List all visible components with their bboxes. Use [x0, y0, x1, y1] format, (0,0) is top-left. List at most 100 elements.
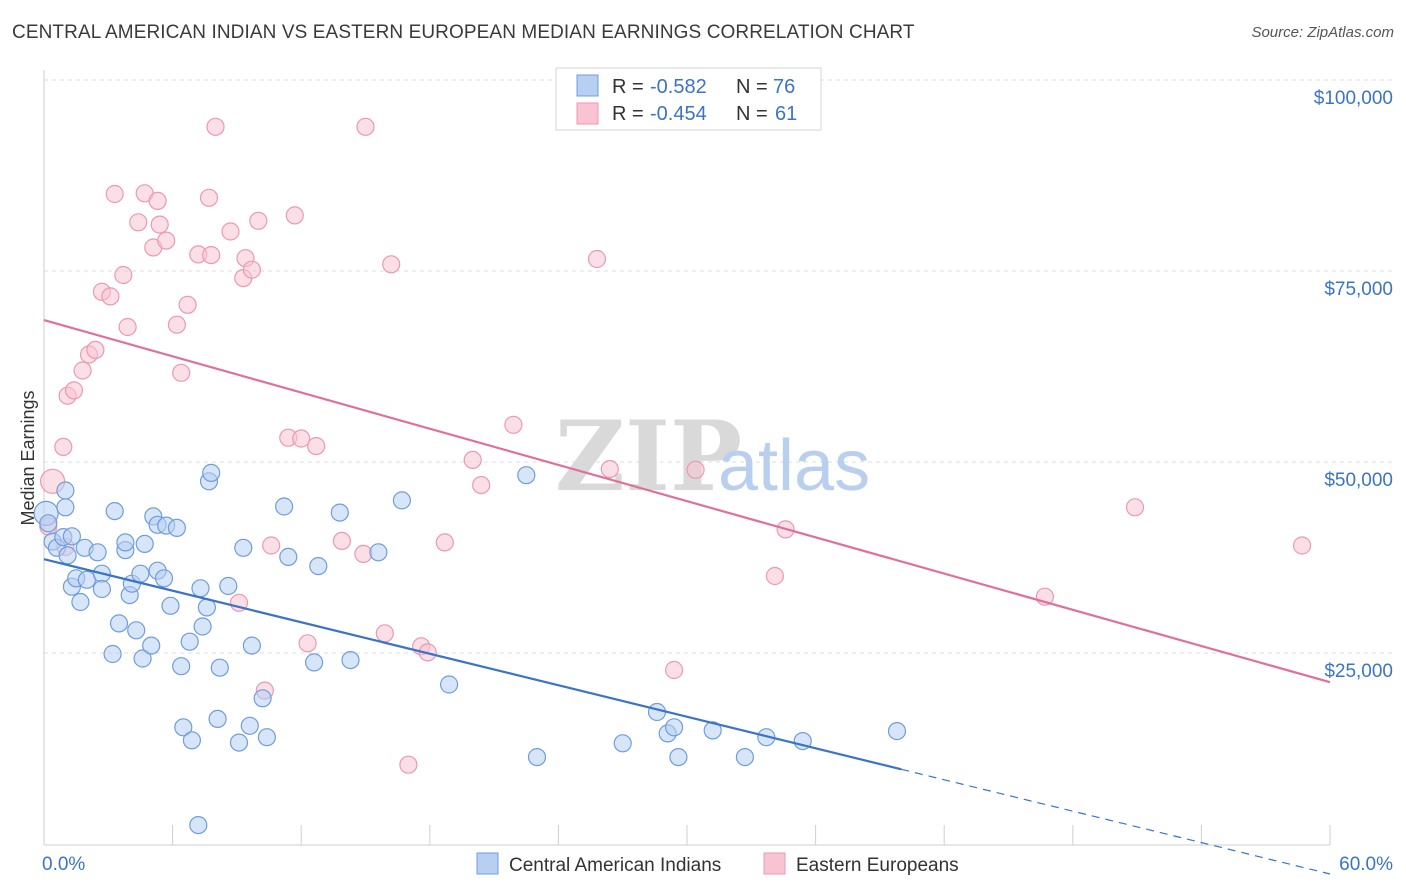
- pink-point-10: [114, 265, 133, 285]
- legend-r-label-1: R =: [612, 76, 644, 98]
- pink-point-41: [375, 624, 394, 643]
- blue-point-1: [39, 514, 58, 533]
- correlation-legend: R = -0.582 N = 76 R = -0.454 N = 61: [555, 67, 822, 131]
- legend-swatch-pink: [576, 102, 599, 125]
- pink-point-29: [242, 260, 261, 279]
- pink-point-30: [249, 211, 268, 230]
- blue-point-14: [88, 543, 107, 562]
- pink-point-49: [504, 415, 523, 434]
- pink-point-4: [73, 361, 92, 380]
- legend-n-value-1: 76: [773, 76, 795, 98]
- pink-point-58: [1292, 536, 1312, 555]
- blue-point-73: [131, 564, 150, 583]
- y-axis-label: Median Earnings: [18, 390, 38, 525]
- blue-point-60: [517, 466, 536, 485]
- blue-point-35: [172, 657, 191, 676]
- pink-point-38: [332, 531, 351, 551]
- blue-point-62: [613, 734, 632, 753]
- series-legend: Central American Indians Eastern Europea…: [476, 852, 959, 876]
- blue-point-68: [735, 747, 755, 767]
- pink-point-39: [354, 544, 373, 564]
- pink-point-24: [206, 117, 225, 136]
- legend-swatch-blue: [576, 74, 599, 97]
- chart-title: CENTRAL AMERICAN INDIAN VS EASTERN EUROP…: [12, 22, 915, 43]
- pink-point-35: [292, 429, 311, 448]
- blue-point-55: [330, 503, 349, 522]
- blue-point-37: [180, 632, 199, 651]
- blue-point-54: [309, 556, 328, 576]
- legend-r-value-1: -0.582: [650, 76, 707, 98]
- pink-point-23: [202, 246, 221, 265]
- pink-point-52: [664, 660, 684, 680]
- blue-point-72: [189, 815, 208, 835]
- series-central-american-indians-points: [33, 463, 907, 835]
- blue-point-8: [62, 527, 82, 546]
- legend-box: [555, 67, 822, 131]
- blue-point-27: [142, 636, 161, 655]
- pink-point-36: [298, 634, 317, 653]
- blue-point-50: [257, 728, 276, 747]
- blue-point-65: [664, 718, 684, 737]
- blue-point-6: [56, 498, 75, 517]
- pink-point-11: [118, 317, 137, 337]
- pink-point-16: [150, 215, 169, 234]
- legend-n-label-1: N =: [736, 76, 768, 98]
- pink-point-43: [399, 755, 418, 774]
- blue-point-31: [154, 569, 174, 588]
- pink-point-34: [285, 206, 304, 225]
- blue-point-75: [229, 733, 249, 752]
- legend-label-central-american-indians: Central American Indians: [509, 855, 721, 876]
- blue-point-21: [116, 533, 135, 552]
- y-tick-labels: $25,000 $50,000 $75,000 $100,000: [1314, 88, 1393, 682]
- blue-point-16: [92, 579, 112, 599]
- pink-point-3: [64, 381, 84, 400]
- blue-point-17: [105, 502, 124, 521]
- pink-point-46: [435, 533, 454, 552]
- trend-line-central-american-indians-extension: [901, 768, 1331, 875]
- pink-point-53: [686, 460, 705, 479]
- y-tick-label-2: $75,000: [1324, 279, 1393, 300]
- chart-source: Source: ZipAtlas.com: [1251, 24, 1394, 41]
- watermark-atlas: atlas: [718, 426, 870, 506]
- blue-point-67: [703, 721, 722, 740]
- blue-point-33: [161, 596, 180, 615]
- x-tick-label-max: 60.0%: [1339, 854, 1393, 875]
- blue-point-51: [275, 497, 294, 516]
- blue-point-49: [253, 689, 272, 708]
- pink-point-8: [101, 287, 120, 306]
- pink-point-40: [356, 117, 375, 136]
- blue-point-11: [71, 592, 90, 612]
- legend-n-value-2: 61: [775, 103, 797, 125]
- pink-point-6: [86, 340, 105, 359]
- blue-point-45: [219, 576, 238, 596]
- blue-point-56: [341, 650, 360, 670]
- blue-point-74: [182, 731, 201, 750]
- x-tick-label-min: 0.0%: [42, 854, 85, 875]
- blue-point-36: [174, 718, 193, 737]
- blue-point-18: [109, 614, 129, 633]
- blue-point-19: [103, 644, 122, 664]
- watermark: ZIP atlas: [555, 400, 870, 513]
- pink-point-50: [587, 249, 607, 269]
- legend-swatch-eastern-europeans: [763, 852, 786, 875]
- y-tick-label-3: $100,000: [1314, 88, 1393, 109]
- blue-point-61: [527, 747, 547, 767]
- pink-point-51: [600, 460, 619, 479]
- blue-point-57: [369, 543, 388, 562]
- blue-point-43: [208, 709, 227, 729]
- pink-point-54: [765, 566, 785, 586]
- pink-point-18: [167, 315, 186, 334]
- legend-label-eastern-europeans: Eastern Europeans: [796, 855, 959, 876]
- blue-point-52: [279, 547, 298, 567]
- legend-n-label-2: N =: [736, 103, 768, 125]
- pink-point-1: [54, 437, 73, 456]
- blue-point-5: [58, 546, 77, 565]
- pink-point-57: [1125, 498, 1145, 517]
- gridlines: [44, 79, 1392, 654]
- blue-point-24: [127, 621, 146, 640]
- blue-point-34: [167, 518, 186, 538]
- blue-point-53: [305, 653, 324, 672]
- blue-point-48: [240, 716, 259, 735]
- blue-point-39: [193, 617, 212, 636]
